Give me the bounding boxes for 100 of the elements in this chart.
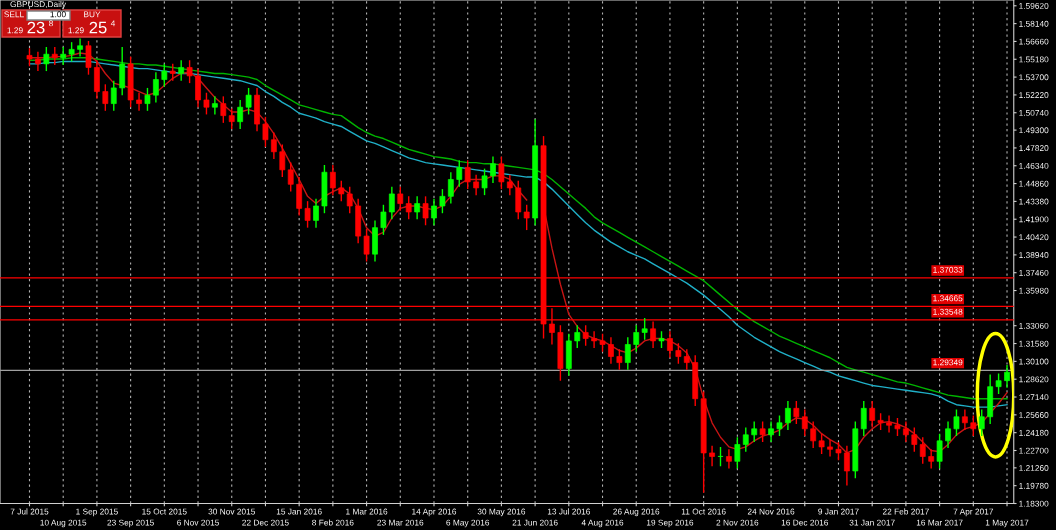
candlestick <box>110 80 117 112</box>
candlestick <box>726 448 732 470</box>
y-tick-label: 1.40420 <box>1019 234 1049 241</box>
y-tick-label: 1.49300 <box>1019 127 1049 134</box>
annotation: 1.29 <box>68 27 84 34</box>
candlestick <box>667 330 673 359</box>
candlestick <box>751 420 758 443</box>
annotation: 4 <box>110 20 116 27</box>
candlestick <box>178 59 185 82</box>
candlestick <box>85 40 92 76</box>
x-tick-label: 16 Dec 2016 <box>781 519 829 526</box>
y-tick-label: 1.56660 <box>1019 38 1049 45</box>
candlestick <box>742 426 749 453</box>
y-tick-label: 1.41900 <box>1019 216 1049 223</box>
text: 1.29 <box>7 27 23 34</box>
candlestick <box>835 441 842 461</box>
x-tick-label: 1 Sep 2015 <box>76 508 118 517</box>
y-tick-label: 1.18300 <box>1019 500 1049 507</box>
annotation: BUY <box>84 11 101 18</box>
candlestick <box>818 432 825 455</box>
candlestick <box>953 408 960 437</box>
ref-line-label: 1.33548 <box>933 308 963 315</box>
candlestick <box>1004 364 1010 389</box>
candlestick <box>304 200 311 229</box>
ref-line-label: 1.34665 <box>933 295 963 302</box>
y-tick-label: 1.47820 <box>1019 145 1049 152</box>
x-tick-label: 10 Aug 2015 <box>40 519 87 528</box>
candlestick <box>329 164 336 196</box>
y-tick-label: 1.28620 <box>1019 376 1049 383</box>
candlestick <box>397 186 404 212</box>
x-tick-label: 24 Nov 2016 <box>747 508 795 515</box>
y-tick-label: 1.19780 <box>1019 482 1049 489</box>
candlestick <box>599 332 606 353</box>
y-tick-label: 1.30100 <box>1019 358 1049 365</box>
candlestick <box>844 444 850 487</box>
y-tick-label: 1.33060 <box>1019 322 1049 329</box>
candlestick <box>801 408 808 437</box>
candlestick <box>26 47 33 67</box>
y-tick-label: 1.53700 <box>1019 74 1049 81</box>
y-tick-label: 1.25660 <box>1019 412 1049 418</box>
x-tick-label: 22 Dec 2015 <box>242 519 289 526</box>
x-tick-label: 6 May 2016 <box>446 519 490 528</box>
y-tick-label: 1.52220 <box>1019 92 1049 99</box>
candlestick <box>422 195 429 226</box>
candlestick <box>271 131 277 160</box>
y-tick-label: 1.27140 <box>1019 394 1049 401</box>
candlestick <box>962 408 968 431</box>
candlestick <box>709 444 715 467</box>
candlestick <box>161 63 168 88</box>
ref-line-label: 1.37033 <box>933 266 963 273</box>
candlestick <box>633 324 640 353</box>
candlestick <box>51 46 58 66</box>
candlestick <box>776 414 783 437</box>
candlestick <box>490 155 496 184</box>
candlestick <box>860 400 867 437</box>
x-tick-label: 6 Nov 2015 <box>177 519 219 526</box>
candlestick <box>68 41 75 63</box>
candlestick <box>456 159 463 188</box>
candlestick <box>439 188 446 214</box>
candlestick <box>346 186 353 214</box>
x-tick-label: 4 Aug 2016 <box>581 519 624 528</box>
x-tick-label: 15 Jan 2016 <box>276 508 322 515</box>
candlestick <box>768 420 774 443</box>
x-tick-label: 7 Jul 2015 <box>10 508 49 515</box>
candlestick <box>970 414 977 437</box>
candlestick <box>894 417 901 437</box>
candlestick <box>911 426 918 453</box>
candlestick <box>616 348 623 371</box>
x-tick-label: 13 Jul 2016 <box>547 508 590 515</box>
candlestick <box>313 198 319 229</box>
candlestick <box>928 448 935 470</box>
candlestick <box>35 51 41 72</box>
annotation: 23 <box>27 21 45 34</box>
annotation: 1.00 <box>50 11 66 18</box>
chart-title: GBPUSD,Daily <box>10 1 67 9</box>
candlestick <box>978 408 985 437</box>
candlestick <box>405 195 412 220</box>
x-tick-label: 31 Jan 2017 <box>849 519 895 526</box>
candlestick <box>473 173 479 196</box>
x-tick-label: 30 Nov 2015 <box>208 508 256 515</box>
candlestick <box>785 400 791 431</box>
x-tick-label: 14 Apr 2016 <box>412 508 457 517</box>
candlestick <box>641 317 648 341</box>
candlestick <box>919 436 926 465</box>
candlestick <box>363 228 370 263</box>
candlestick <box>683 348 690 371</box>
text: SELL <box>4 11 24 18</box>
candlestick <box>447 171 454 205</box>
candlestick <box>431 198 437 226</box>
candlestick <box>506 173 513 196</box>
y-tick-label: 1.50740 <box>1019 109 1049 116</box>
candlestick <box>717 446 724 467</box>
candlestick <box>464 159 471 190</box>
y-tick-label: 1.55180 <box>1019 56 1049 63</box>
candlestick <box>523 204 530 231</box>
candlestick <box>245 87 252 116</box>
candlestick <box>759 420 766 443</box>
x-tick-label: 23 Sep 2015 <box>107 519 154 528</box>
x-tick-label: 22 Feb 2017 <box>882 508 929 515</box>
candlestick <box>608 336 614 365</box>
